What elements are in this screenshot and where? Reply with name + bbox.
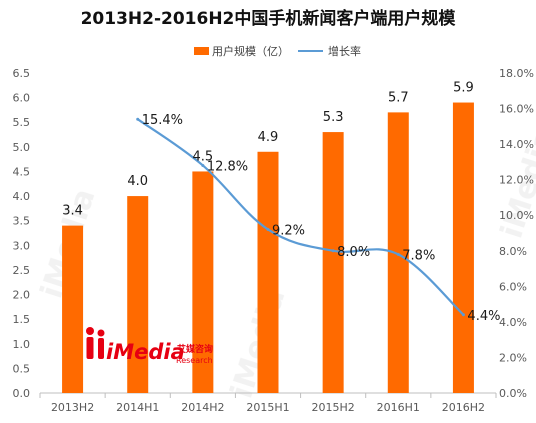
- logo-figure-head: [97, 329, 105, 337]
- bar-series: [62, 102, 474, 394]
- bar: [192, 171, 214, 393]
- y-right-tick-label: 0.0%: [499, 387, 527, 400]
- line-data-label: 8.0%: [337, 245, 370, 260]
- growth-rate-point: [331, 249, 335, 253]
- y-right-tick-label: 14.0%: [499, 138, 534, 151]
- x-tick-label: 2016H2: [442, 401, 485, 414]
- growth-rate-point: [136, 117, 140, 121]
- y-left-tick-label: 4.0: [13, 190, 31, 203]
- bar-data-label: 4.5: [193, 149, 214, 164]
- growth-rate-point: [266, 227, 270, 231]
- y-right-tick-label: 10.0%: [499, 209, 534, 222]
- y-right-tick-label: 4.0%: [499, 316, 527, 329]
- y-right-tick-label: 12.0%: [499, 174, 534, 187]
- line-data-label: 9.2%: [272, 223, 305, 238]
- growth-rate-point: [201, 163, 205, 167]
- legend-line-label: 增长率: [328, 44, 361, 58]
- bar-data-label: 4.0: [127, 174, 148, 189]
- logo-figure-body: [98, 338, 104, 359]
- y-left-tick-label: 5.0: [13, 141, 31, 154]
- legend-bar-label: 用户规模（亿）: [212, 44, 289, 58]
- line-data-label: 15.4%: [142, 113, 183, 128]
- bar: [127, 196, 149, 393]
- bar: [257, 151, 279, 393]
- line-data-label: 12.8%: [207, 159, 248, 174]
- legend: 用户规模（亿） 增长率: [194, 44, 361, 58]
- growth-rate-point: [396, 252, 400, 256]
- growth-rate-point: [461, 313, 465, 317]
- bar-data-label: 3.4: [62, 204, 83, 219]
- y-right-tick-label: 16.0%: [499, 103, 534, 116]
- y-left-tick-label: 6.0: [13, 92, 31, 105]
- y-left-tick-label: 0.5: [13, 362, 31, 375]
- y-right-tick-label: 8.0%: [499, 245, 527, 258]
- x-tick-label: 2014H2: [181, 401, 224, 414]
- y-left-tick-label: 6.5: [13, 67, 31, 80]
- logo-figure-body: [86, 337, 94, 359]
- y-right-tick-label: 2.0%: [499, 351, 527, 364]
- bar-data-label: 5.7: [388, 90, 409, 105]
- bar: [322, 132, 344, 394]
- y-right-tick-label: 18.0%: [499, 67, 534, 80]
- y-left-tick-label: 5.5: [13, 116, 31, 129]
- line-series: [136, 117, 465, 317]
- bar: [452, 102, 474, 394]
- y-left-tick-label: 3.0: [13, 239, 31, 252]
- y-left-tick-label: 3.5: [13, 215, 31, 228]
- x-tick-label: 2015H2: [312, 401, 355, 414]
- x-tick-label: 2013H2: [51, 401, 94, 414]
- imedia-logo: iMedia 艾媒咨询 Research: [86, 327, 213, 365]
- logo-sub-cn: 艾媒咨询: [177, 343, 213, 355]
- x-tick-label: 2016H1: [377, 401, 420, 414]
- bar: [387, 112, 409, 393]
- y-left-tick-label: 1.0: [13, 338, 31, 351]
- logo-figure-head: [86, 327, 94, 335]
- bar: [62, 225, 84, 393]
- y-left-tick-label: 0.0: [13, 387, 31, 400]
- legend-bar-swatch: [194, 47, 209, 55]
- bar-data-label: 5.3: [323, 110, 344, 125]
- y-left-tick-label: 2.5: [13, 264, 31, 277]
- y-left-tick-label: 2.0: [13, 289, 31, 302]
- data-labels: 3.4 4.0 4.5 4.9 5.3 5.7 5.9 15.4% 12.8% 9.2% 8.0% 7…: [62, 81, 500, 324]
- axes: 0.0 0.5 1.0 1.5 2.0 2.5 3.0 3.5 4.0 4.5 5.0 5.5 6.0 6…: [13, 67, 534, 414]
- logo-brand: iMedia: [106, 340, 185, 364]
- bar-data-label: 4.9: [258, 130, 279, 145]
- line-data-label: 4.4%: [467, 309, 500, 324]
- y-right-tick-label: 6.0%: [499, 280, 527, 293]
- y-left-tick-label: 4.5: [13, 165, 31, 178]
- bar-data-label: 5.9: [453, 81, 474, 96]
- y-left-tick-label: 1.5: [13, 313, 31, 326]
- x-tick-label: 2014H1: [116, 401, 159, 414]
- logo-sub-en: Research: [176, 356, 213, 365]
- chart-title: 2013H2-2016H2中国手机新闻客户端用户规模: [81, 8, 457, 29]
- growth-rate-line: [137, 118, 465, 316]
- x-tick-label: 2015H1: [246, 401, 289, 414]
- line-data-label: 7.8%: [402, 248, 435, 263]
